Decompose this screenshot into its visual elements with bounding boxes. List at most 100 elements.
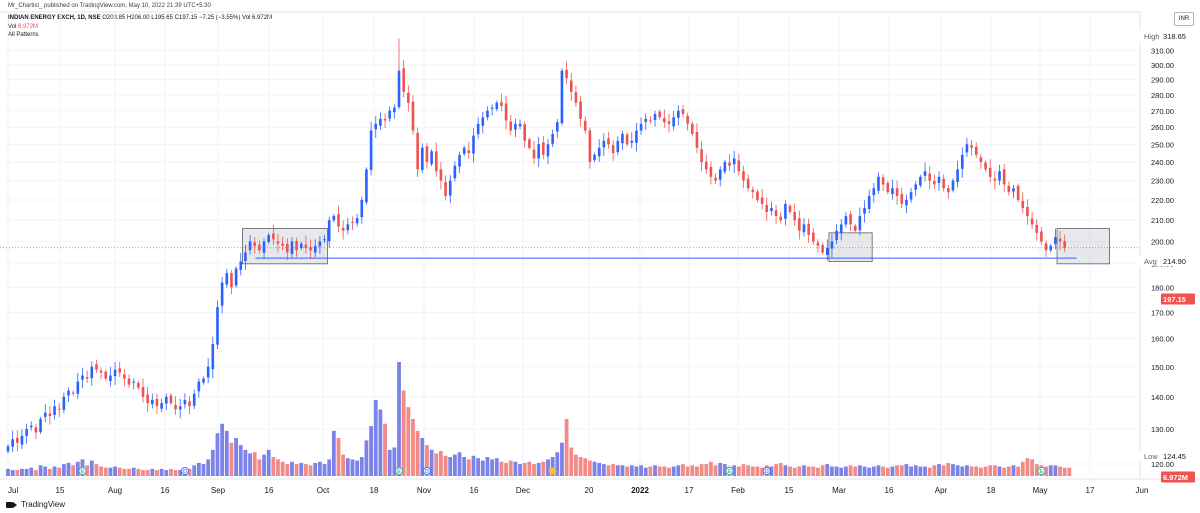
volume-bar [52, 466, 57, 476]
volume-bar [918, 466, 923, 476]
volume-bar [103, 467, 108, 476]
event-marker-label: D [183, 469, 187, 475]
candle-body [34, 427, 38, 433]
candle-body [462, 147, 466, 154]
candle-body [663, 118, 666, 123]
volume-bar [1053, 465, 1058, 476]
volume-bar [117, 467, 122, 476]
candle-body [965, 144, 969, 153]
candle-body [802, 224, 806, 233]
volume-bar [937, 464, 941, 476]
volume-bar [504, 462, 508, 476]
candle-body [690, 123, 694, 134]
candle-body [216, 307, 219, 345]
volume-bar [317, 461, 322, 476]
currency-tag[interactable]: INR [1174, 12, 1194, 26]
volume-bar [736, 466, 741, 476]
last-volume-tag-value: 6.972M [1163, 473, 1188, 482]
event-marker-earnings[interactable] [1037, 466, 1046, 475]
low-marker-label-bg [1139, 450, 1161, 462]
volume-bar [951, 464, 955, 476]
volume-bar [1011, 465, 1016, 476]
event-marker-label: D [765, 469, 769, 475]
event-marker-earnings[interactable] [78, 466, 87, 475]
candle-body [886, 182, 890, 193]
volume-bar [150, 468, 155, 476]
volume-bar [639, 465, 643, 476]
price-axis-label: 130.00 [1151, 425, 1174, 434]
candle-body [118, 368, 122, 373]
legend-indicator[interactable]: All Patterns [8, 32, 39, 38]
candle-body [420, 147, 424, 170]
volume-bar [122, 468, 127, 476]
candle-body [351, 221, 354, 223]
candle-body [951, 180, 955, 191]
candle-body [230, 273, 233, 288]
volume-bar [313, 462, 318, 476]
event-marker-dividend[interactable] [180, 466, 189, 475]
candle-body [439, 169, 443, 181]
volume-bar [695, 466, 699, 476]
volume-bar [1058, 466, 1062, 476]
avg-marker-label-bg [1139, 255, 1161, 267]
volume-bar [518, 464, 522, 476]
candle-body [407, 92, 410, 103]
candle-body [444, 182, 447, 197]
volume-bar [378, 409, 383, 476]
volume-bar [196, 462, 201, 476]
volume-bar [988, 465, 993, 476]
candle-body [104, 371, 108, 379]
event-marker-dividend[interactable] [422, 466, 431, 475]
volume-bar [6, 468, 10, 476]
volume-bar [336, 438, 341, 476]
volume-bar [909, 466, 913, 476]
candle-body [71, 392, 75, 394]
candle-body [39, 419, 42, 432]
last-price-tag-value-bg [1161, 293, 1195, 305]
price-axis-label: 180.00 [1151, 283, 1174, 292]
high-marker-value-bg [1161, 30, 1195, 42]
volume-bar [978, 467, 983, 476]
event-marker-dividend[interactable] [762, 466, 771, 475]
candle-body [25, 429, 28, 436]
volume-bar [136, 468, 141, 476]
time-axis-label: 18 [370, 486, 379, 495]
candle-body [947, 188, 950, 193]
volume-bar [15, 470, 20, 476]
candle-body [770, 207, 773, 212]
volume-bar [965, 465, 969, 476]
candle-body [555, 122, 559, 132]
candle-body [616, 140, 620, 153]
volume-bar [369, 426, 373, 476]
volume-bar [825, 464, 830, 476]
candle-body [742, 171, 745, 181]
price-axis-label: 120.00 [1151, 460, 1174, 469]
candle-body [6, 446, 10, 452]
time-axis-label: 17 [1086, 486, 1095, 495]
volume-bar [173, 470, 178, 476]
event-marker-split[interactable] [548, 466, 557, 475]
event-marker-earnings[interactable] [395, 466, 404, 475]
candle-body [178, 406, 182, 410]
candle-body [48, 413, 52, 416]
candle-body [402, 68, 405, 92]
volume-bar [746, 465, 751, 476]
time-axis-label: Feb [731, 486, 745, 495]
event-marker-label: S [551, 469, 555, 475]
volume-bar [145, 470, 150, 476]
volume-bar [802, 465, 806, 476]
candle-body [830, 241, 834, 249]
legend-symbol[interactable]: INDIAN ENERGY EXCH, 1D, NSE [8, 15, 101, 21]
candle-body [881, 177, 885, 185]
volume-bar [452, 454, 457, 476]
candle-body [853, 225, 857, 231]
candle-body [458, 154, 461, 167]
candle-body [928, 173, 931, 181]
event-marker-earnings[interactable] [725, 466, 734, 475]
volume-bar [271, 457, 276, 476]
candle-body [793, 212, 796, 221]
volume-bar [61, 464, 66, 476]
candle-body [695, 132, 699, 148]
candle-body [891, 188, 894, 195]
